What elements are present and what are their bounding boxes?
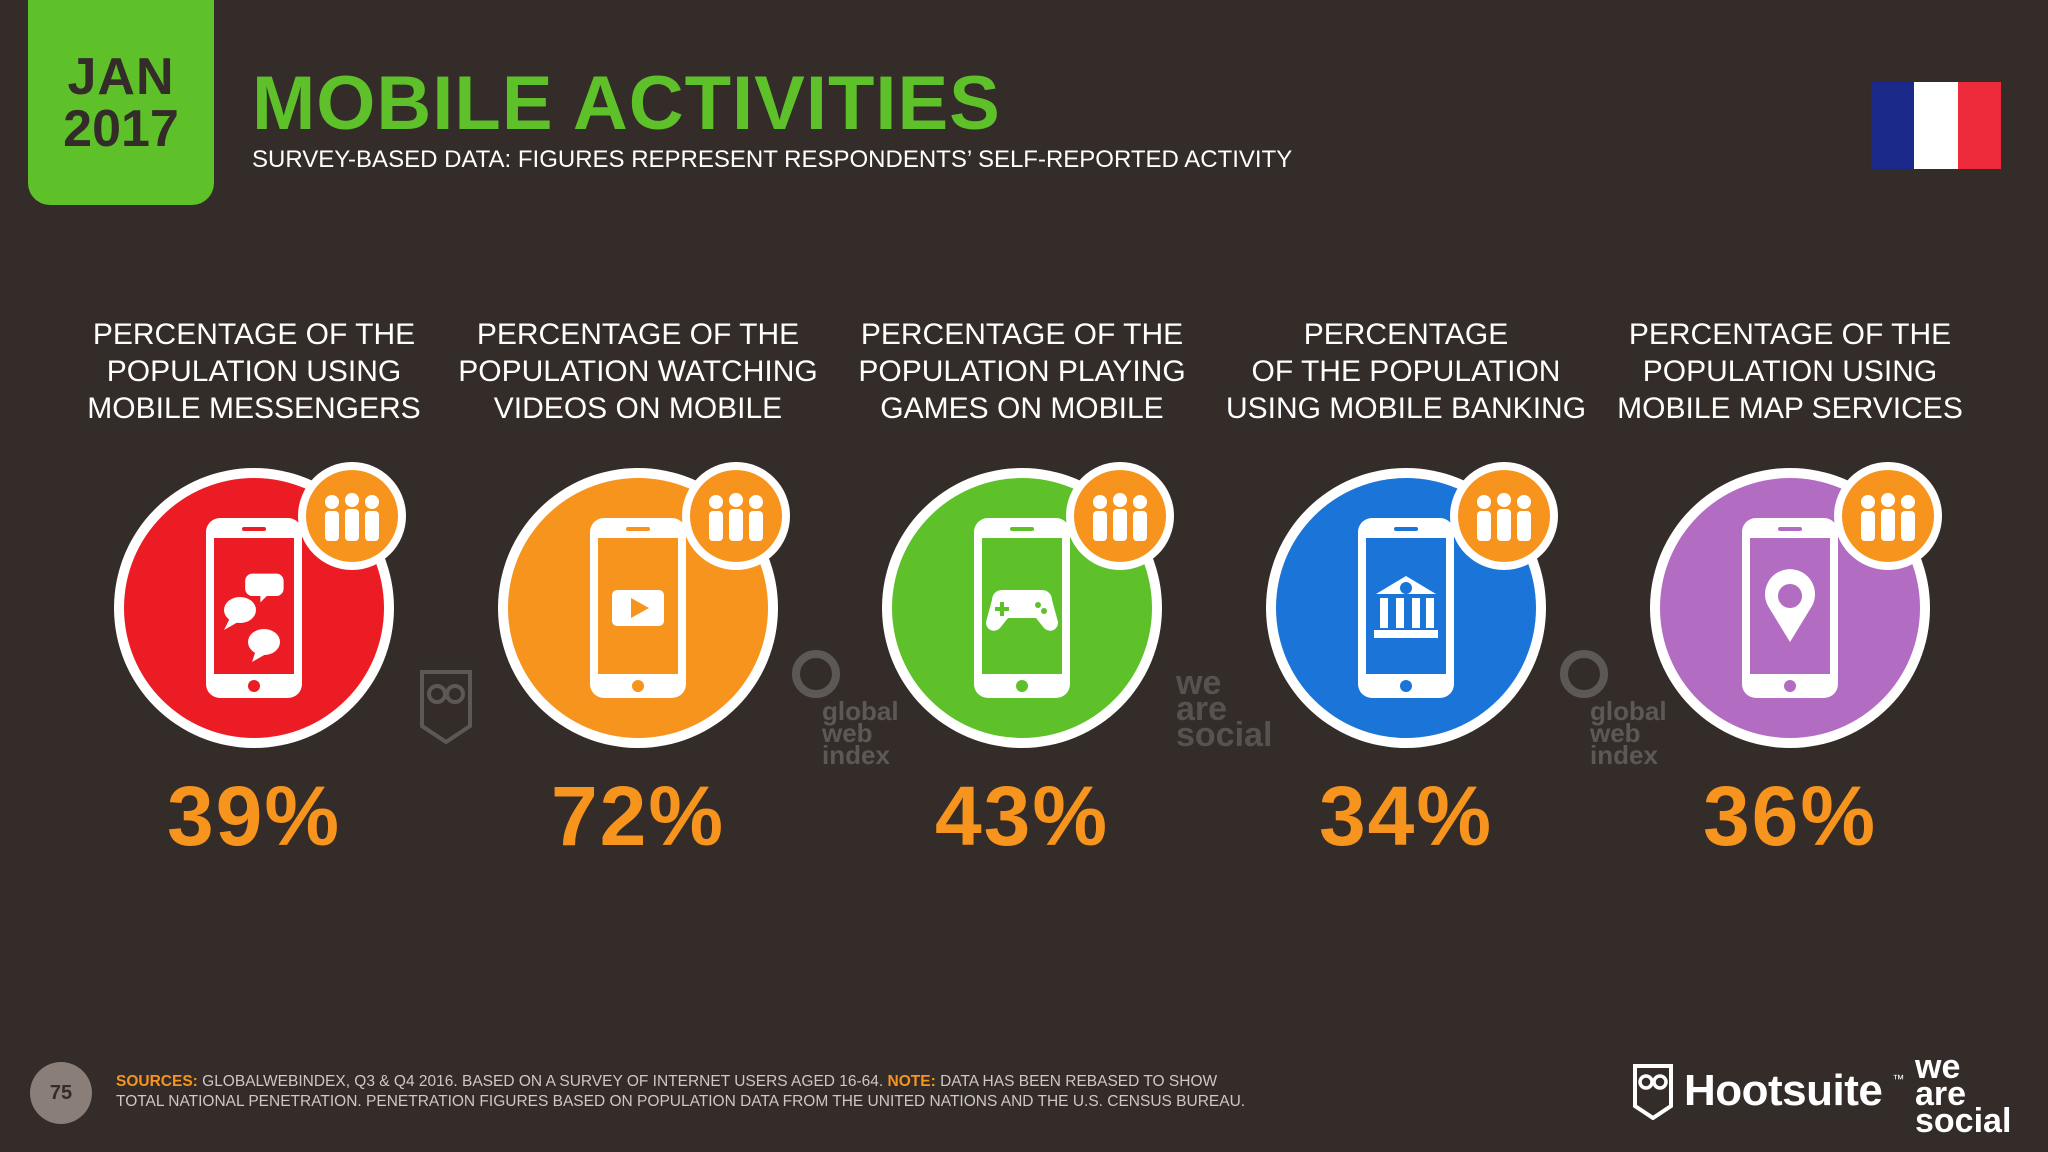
activity-label-line: PERCENTAGE OF THE	[92, 318, 416, 351]
flag-stripe-red	[1957, 82, 2001, 169]
hootsuite-wordmark: Hootsuite	[1684, 1066, 1883, 1115]
phone-icon	[206, 518, 302, 698]
activity-column: PERCENTAGE OF THE POPULATION USING MOBILE …	[1214, 316, 1598, 865]
activity-label-line: POPULATION PLAYING	[858, 355, 1186, 388]
people-badge-icon	[1450, 462, 1558, 570]
people-badge-icon	[682, 462, 790, 570]
activity-value: 72%	[550, 769, 726, 863]
sources-line-2: TOTAL NATIONAL PENETRATION. PENETRATION …	[116, 1093, 1246, 1110]
was-word-3: social	[1176, 716, 1273, 754]
activity-label-line: USING MOBILE BANKING	[1225, 392, 1587, 425]
people-badge-icon	[1834, 462, 1942, 570]
phone-icon	[1742, 518, 1838, 698]
page-title: MOBILE ACTIVITIES	[252, 61, 1001, 146]
flag-stripe-white	[1914, 82, 1958, 169]
gamepad-icon	[985, 590, 1059, 631]
gwi-word-2: web	[822, 718, 873, 748]
activity-column: PERCENTAGE OF THE POPULATION USING MOBILE …	[62, 316, 446, 865]
activity-value: 43%	[934, 769, 1110, 863]
activity-column: PERCENTAGE OF THE POPULATION WATCHING VIDE…	[446, 316, 830, 865]
people-badge-icon	[1066, 462, 1174, 570]
play-video-icon	[612, 590, 664, 626]
phone-icon	[974, 518, 1070, 698]
hootsuite-owl-icon	[1633, 1064, 1673, 1120]
activity-label-line: POPULATION USING	[1642, 355, 1938, 388]
sources-note: SOURCES: GLOBALWEBINDEX, Q3 & Q4 2016. B…	[116, 1072, 1276, 1112]
activity-label-line: PERCENTAGE OF THE	[860, 318, 1184, 351]
date-year: 2017	[63, 99, 179, 158]
page-subtitle: SURVEY-BASED DATA: FIGURES REPRESENT RES…	[252, 146, 1293, 173]
was-logo-word-3: social	[1915, 1102, 2012, 1140]
gwi-watermark: global web index	[792, 650, 899, 770]
activity-label-line: POPULATION WATCHING	[458, 355, 818, 388]
flag-stripe-blue	[1871, 82, 1915, 169]
activity-label-line: PERCENTAGE	[1303, 318, 1509, 351]
gwi-logo-icon-2	[1560, 650, 1608, 698]
bank-icon	[1374, 576, 1438, 638]
we-are-social-logo: we are social	[1915, 1048, 2012, 1140]
was-logo-word-2: are	[1915, 1075, 1967, 1113]
hootsuite-trademark: ™	[1892, 1072, 1905, 1086]
activity-label-line: PERCENTAGE OF THE	[476, 318, 800, 351]
activity-icon	[1598, 458, 1982, 758]
activity-label-line: VIDEOS ON MOBILE	[493, 392, 783, 425]
activity-value: 34%	[1318, 769, 1494, 863]
activity-column: PERCENTAGE OF THE POPULATION PLAYING GAMES…	[830, 316, 1214, 865]
gwi-word-3: index	[1590, 740, 1658, 770]
activity-icon	[1214, 458, 1598, 758]
activity-icon	[446, 458, 830, 758]
activity-icon	[62, 458, 446, 758]
activity-label-line: MOBILE MAP SERVICES	[1617, 392, 1963, 425]
activity-icon	[830, 458, 1214, 758]
gwi-watermark-2: global web index	[1560, 650, 1667, 770]
gwi-word-3: index	[822, 740, 890, 770]
was-word-1: we	[1176, 664, 1222, 702]
chat-bubbles-icon	[224, 573, 284, 662]
date-badge: JAN 2017	[28, 0, 214, 205]
activity-label: PERCENTAGE OF THE POPULATION USING MOBILE …	[1598, 316, 1982, 428]
gwi-word-1: global	[1590, 696, 1667, 726]
gwi-logo-icon	[792, 650, 840, 698]
was-logo-word-1: we	[1915, 1048, 1961, 1086]
france-flag-icon	[1871, 82, 2001, 169]
gwi-word-1: global	[822, 696, 899, 726]
people-badge-icon	[298, 462, 406, 570]
page-number: 75	[30, 1062, 92, 1124]
activity-label-line: MOBILE MESSENGERS	[87, 392, 421, 425]
activity-label-line: PERCENTAGE OF THE	[1628, 318, 1952, 351]
map-pin-icon	[1765, 569, 1815, 642]
activity-label-line: POPULATION USING	[106, 355, 402, 388]
note-label: NOTE:	[887, 1073, 936, 1090]
was-watermark: we are social	[1176, 664, 1273, 754]
note-text: DATA HAS BEEN REBASED TO SHOW	[935, 1073, 1218, 1090]
sources-text: GLOBALWEBINDEX, Q3 & Q4 2016. BASED ON A…	[197, 1073, 888, 1090]
date-month: JAN	[67, 47, 175, 106]
hootsuite-owl-watermark-icon	[420, 670, 472, 745]
activity-label: PERCENTAGE OF THE POPULATION WATCHING VIDE…	[446, 316, 830, 428]
activity-label: PERCENTAGE OF THE POPULATION USING MOBILE …	[1214, 316, 1598, 428]
was-word-2: are	[1176, 690, 1228, 728]
gwi-word-2: web	[1590, 718, 1641, 748]
activity-label-line: OF THE POPULATION	[1251, 355, 1561, 388]
activity-column: PERCENTAGE OF THE POPULATION USING MOBILE …	[1598, 316, 1982, 865]
hootsuite-logo: Hootsuite ™	[1632, 1062, 1904, 1120]
activity-label: PERCENTAGE OF THE POPULATION PLAYING GAMES…	[830, 316, 1214, 428]
activity-label: PERCENTAGE OF THE POPULATION USING MOBILE …	[62, 316, 446, 428]
activity-value: 39%	[166, 769, 342, 863]
sources-label: SOURCES:	[116, 1073, 198, 1090]
activity-value: 36%	[1702, 769, 1878, 863]
activity-label-line: GAMES ON MOBILE	[880, 392, 1164, 425]
phone-icon	[590, 518, 686, 698]
phone-icon	[1358, 518, 1454, 698]
